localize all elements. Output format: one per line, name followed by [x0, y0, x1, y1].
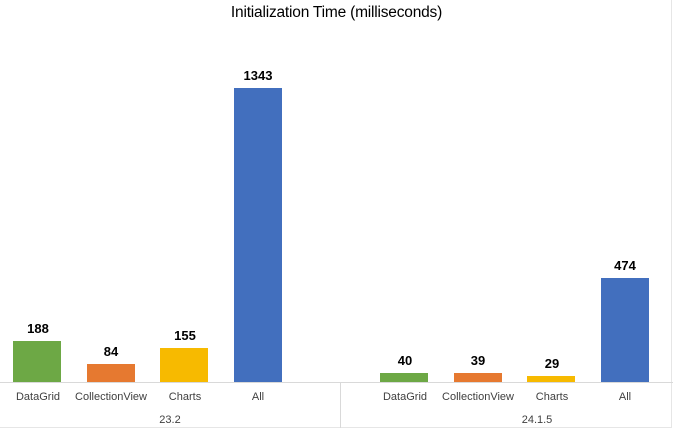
chart-title: Initialization Time (milliseconds) [230, 4, 443, 21]
data-label: 29 [544, 356, 560, 371]
category-label: CollectionView [442, 391, 514, 403]
bar-23-2-collectionview [87, 364, 135, 382]
data-label: 1343 [243, 68, 273, 83]
group-label: 24.1.5 [521, 414, 553, 426]
category-label: All [618, 391, 632, 403]
data-label: 84 [103, 344, 119, 359]
category-label: Charts [168, 391, 202, 403]
data-label: 188 [27, 321, 49, 336]
bar-24-1-5-charts [527, 376, 575, 382]
bar-24-1-5-collectionview [454, 373, 502, 382]
x-axis-line [0, 382, 673, 383]
group-separator [340, 383, 341, 428]
category-label: All [251, 391, 265, 403]
bar-24-1-5-all [601, 278, 649, 382]
bar-23-2-all [234, 88, 282, 382]
group-label: 23.2 [159, 414, 181, 426]
bar-23-2-datagrid [13, 341, 61, 382]
data-label: 474 [614, 258, 636, 273]
category-label: Charts [535, 391, 569, 403]
data-label: 39 [470, 353, 486, 368]
bar-23-2-charts [160, 348, 208, 382]
data-label: 155 [174, 328, 196, 343]
bar-24-1-5-datagrid [380, 373, 428, 382]
category-label: DataGrid [15, 391, 61, 403]
category-label: CollectionView [75, 391, 147, 403]
data-label: 40 [397, 353, 413, 368]
category-label: DataGrid [382, 391, 428, 403]
